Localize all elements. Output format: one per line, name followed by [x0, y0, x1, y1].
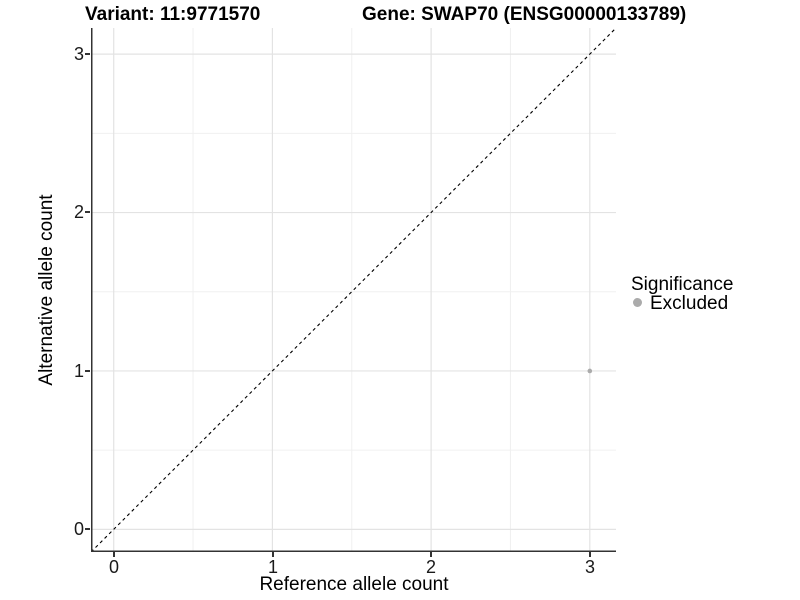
- data-point: [587, 368, 593, 374]
- y-tick-label-1: 1: [73, 361, 84, 381]
- legend-title: Significance: [631, 274, 734, 295]
- x-tick-mark: [113, 552, 115, 557]
- x-axis-title: Reference allele count: [259, 574, 449, 595]
- x-tick-label-2: 2: [425, 557, 436, 577]
- x-tick-mark: [272, 552, 274, 557]
- y-tick-mark: [85, 211, 90, 213]
- plot-title-gene: Gene: SWAP70 (ENSG00000133789): [362, 4, 687, 25]
- y-tick-label-3: 3: [73, 44, 84, 64]
- plot-title-variant: Variant: 11:9771570: [85, 4, 261, 25]
- x-tick-label-3: 3: [584, 557, 595, 577]
- x-tick-mark: [430, 552, 432, 557]
- x-tick-label-1: 1: [267, 557, 278, 577]
- y-tick-label-2: 2: [73, 202, 84, 222]
- legend-marker-dot-icon: [633, 298, 642, 307]
- identity-dashed-line: [91, 28, 616, 552]
- y-tick-label-0: 0: [73, 519, 84, 539]
- y-tick-mark: [85, 53, 90, 55]
- y-tick-mark: [85, 370, 90, 372]
- x-tick-label-0: 0: [108, 557, 119, 577]
- plot-panel: [91, 28, 616, 552]
- legend-item-label: Excluded: [650, 293, 729, 314]
- y-axis-title: Alternative allele count: [36, 194, 57, 386]
- x-tick-mark: [589, 552, 591, 557]
- y-tick-mark: [85, 528, 90, 530]
